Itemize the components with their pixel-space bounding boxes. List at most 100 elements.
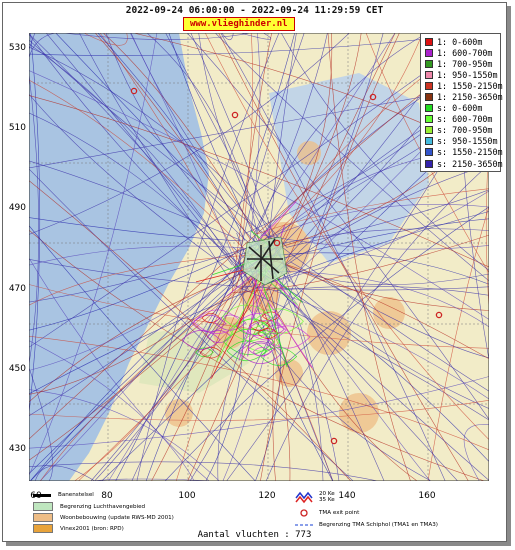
flight-track [29, 39, 489, 392]
approach-loop [221, 304, 272, 330]
x-tick-80: 80 [101, 491, 113, 501]
legend-item: 1: 2150-3650m [425, 91, 503, 102]
legend-swatch [425, 48, 433, 57]
flight-track [29, 335, 489, 451]
flight-track [108, 33, 396, 481]
flight-track [55, 33, 262, 249]
vinex-swatch [33, 524, 53, 533]
approach-loop [229, 319, 273, 342]
tma-exit-marker [330, 437, 338, 445]
flight-track [29, 253, 277, 306]
flight-track [29, 367, 53, 481]
flight-track [272, 288, 278, 481]
key-housing: Woonbebouwing (update RWS-MD 2001) [33, 513, 174, 522]
y-tick-470: 470 [8, 284, 26, 294]
x-tick-160: 160 [418, 491, 436, 501]
legend-item: 1: 700-950m [425, 58, 500, 69]
flight-track [29, 33, 158, 476]
flight-track [280, 291, 458, 481]
site-badge[interactable]: www.vlieghinder.nl [183, 17, 295, 31]
flight-track [29, 33, 250, 273]
legend-swatch [425, 159, 433, 168]
flight-track [273, 285, 489, 296]
legend-swatch [425, 70, 433, 79]
key-noise-zones: 20 Ke 35 Ke [295, 490, 335, 504]
flight-track [151, 241, 249, 481]
flight-track [268, 33, 362, 270]
urban-area [297, 141, 321, 165]
tma-exit-icon [300, 509, 308, 517]
flight-track [29, 260, 279, 403]
y-tick-510: 510 [8, 123, 26, 133]
approach-loop [264, 325, 311, 349]
flight-track [29, 243, 282, 417]
flight-track [29, 33, 41, 414]
flight-count: Aantal vluchten : 773 [197, 530, 312, 540]
flight-track [29, 263, 246, 371]
flight-track [29, 33, 480, 348]
approach-loop [235, 313, 281, 337]
departure-track [250, 275, 313, 368]
tma-exit-marker [273, 239, 281, 247]
flight-track [236, 286, 489, 421]
urban-area [373, 297, 405, 329]
flight-track [29, 245, 244, 266]
flight-track [29, 340, 195, 481]
runway [254, 238, 276, 270]
legend-item: 1: 600-700m [425, 47, 500, 58]
flight-track [97, 33, 245, 241]
flight-track [189, 33, 384, 481]
approach-loop [253, 308, 304, 335]
flight-track [29, 33, 350, 235]
housing-swatch [33, 513, 53, 522]
flight-track [29, 211, 489, 395]
key-tma-boundary: Begrenzing TMA Schiphol (TMA1 en TMA3) [295, 521, 438, 529]
legend-swatch [425, 37, 433, 46]
flight-track [78, 283, 273, 481]
key-vinex: Vinex2001 (bron: RPD) [33, 524, 124, 533]
flight-track [254, 33, 428, 234]
flight-track [164, 206, 489, 481]
legend-item: s: 700-950m [425, 125, 500, 136]
tma-exit-points [130, 87, 443, 445]
altitude-legend: 1: 0-600m 1: 600-700m 1: 700-950m 1: 950… [420, 33, 503, 173]
flight-track [286, 189, 489, 248]
runway [248, 246, 280, 274]
approach-loop [246, 320, 287, 341]
key-runway: Banenstelsel [33, 492, 94, 498]
flight-track [136, 33, 280, 481]
flight-track [91, 478, 214, 481]
flight-track [29, 461, 378, 481]
y-tick-450: 450 [8, 364, 26, 374]
flight-track [280, 262, 489, 286]
tma-boundary-icon [295, 524, 313, 526]
flight-track [175, 259, 262, 481]
flight-track [29, 95, 489, 268]
legend-swatch [425, 148, 433, 157]
flight-track [270, 267, 431, 481]
approach-loop [262, 311, 280, 321]
flight-track [45, 33, 233, 266]
flight-track [463, 424, 489, 481]
approach-loop [248, 342, 275, 357]
legend-item: s: 600-700m [425, 114, 500, 125]
x-tick-120: 120 [258, 491, 276, 501]
urban-area [165, 399, 193, 427]
departure-track [210, 276, 265, 379]
flight-track [276, 218, 489, 261]
urban-area [339, 393, 379, 433]
y-tick-430: 430 [8, 444, 26, 454]
legend-item: s: 1550-2150m [425, 147, 503, 158]
flight-track [234, 33, 305, 283]
x-tick-100: 100 [178, 491, 196, 501]
flight-track [220, 33, 446, 481]
flight-track [105, 33, 261, 254]
grid-lines [29, 33, 489, 481]
legend-swatch [425, 104, 433, 113]
approach-loop [252, 347, 272, 357]
legend-swatch [425, 93, 433, 102]
flight-track [29, 73, 39, 365]
flight-track [30, 267, 254, 481]
flight-track [232, 33, 272, 291]
flight-track [260, 234, 489, 250]
